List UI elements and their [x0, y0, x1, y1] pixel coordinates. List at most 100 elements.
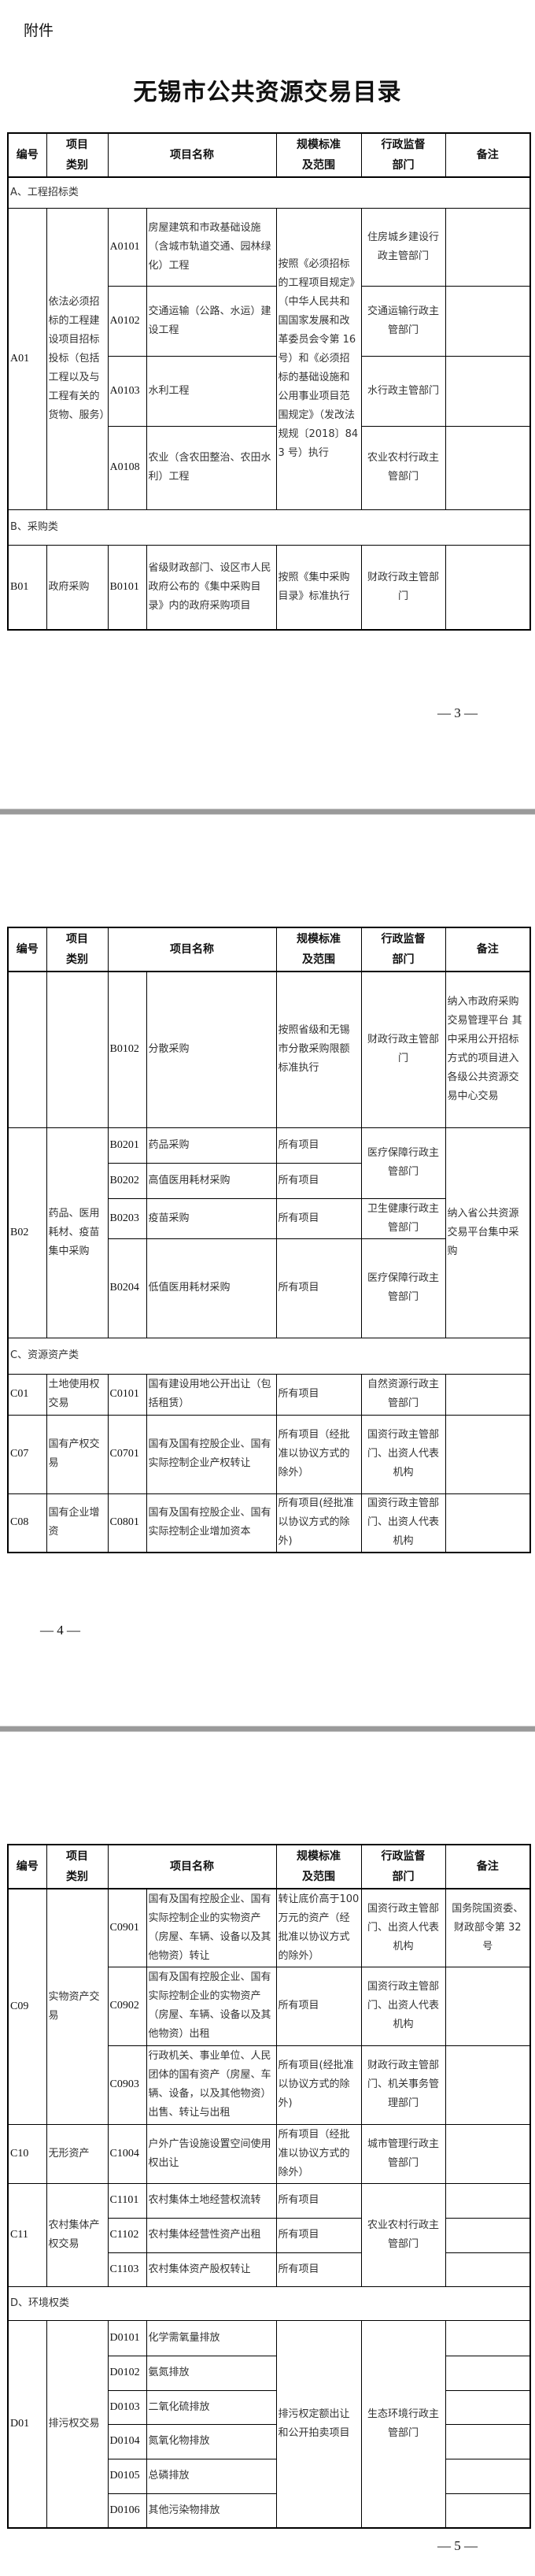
item-remark [445, 2182, 531, 2219]
item-scale: 所有项目(经批准以协议方式的除外) [275, 1493, 362, 1553]
item-scale: 排污权定额出让和公开拍卖项目 [275, 2319, 362, 2529]
item-scale: 所有项目 [275, 2217, 362, 2253]
item-code: B0202 [107, 1162, 147, 1199]
group-code: C01 [7, 1373, 47, 1416]
header-category: 项目类别 [65, 933, 88, 966]
item-dept: 卫生健康行政主管部门 [360, 1197, 446, 1239]
group-category: 排污权交易 [46, 2319, 109, 2529]
item-scale: 所有项目 [275, 1162, 362, 1199]
item-remark [445, 2217, 531, 2253]
page-number: — 5 — [437, 2538, 478, 2553]
table-row: D0102 氨氮排放 [8, 2355, 531, 2391]
group-category: 实物资产交易 [46, 1888, 109, 2125]
page-number: — 4 — [40, 1623, 80, 1638]
header-category: 项目类别 [65, 1850, 88, 1883]
table-row: C10 无形资产 C1004 户外广告设施设置空间使用权出让 所有项目（经批准以… [7, 2123, 531, 2184]
item-scale: 所有项目(经批准以协议方式的除外) [275, 2045, 362, 2125]
header-name: 项目名称 [107, 132, 277, 178]
item-name: 国有及国有控股企业、国有实际控制企业的实物资产（房屋、车辆、设备以及其他物资）出… [146, 1966, 277, 2046]
page-number: — 3 — [437, 705, 478, 720]
catalog-table-page-4: 编号 项目类别 项目名称 规模标准及范围 行政监督部门 备注 B0102 分散采… [7, 927, 531, 1553]
item-remark [445, 2389, 531, 2425]
item-dept: 国资行政主管部门、出资人代表机构 [360, 1493, 446, 1553]
group-code [7, 971, 47, 1128]
item-code: B0101 [107, 544, 147, 631]
item-dept: 农业农村行政主管部门 [360, 2182, 446, 2287]
header-scale: 规模标准及范围 [296, 1850, 341, 1883]
section-heading: C、资源资产类 [7, 1337, 531, 1375]
group-code: C11 [7, 2182, 47, 2287]
item-name: 其他污染物排放 [146, 2493, 277, 2529]
item-code: C1103 [107, 2252, 147, 2287]
item-code: B0203 [107, 1197, 147, 1239]
table-row: B01 政府采购 B0101 省级财政部门、设区市人民政府公布的《集中采购目录》… [7, 544, 531, 631]
item-remark [445, 425, 531, 510]
table-row: C08 国有企业增资 C0801 国有及国有控股企业、国有实际控制企业增加资本 … [7, 1493, 531, 1553]
item-name: 国有及国有控股企业、国有实际控制企业产权转让 [146, 1414, 277, 1494]
table-row: B0204 低值医用耗材采购 所有项目 医疗保障行政主管部门 [8, 1238, 530, 1338]
table-row: D0106 其他污染物排放 [8, 2493, 531, 2529]
table-row: C09 实物资产交易 C0901 国有及国有控股企业、国有实际控制企业的实物资产… [7, 1888, 531, 2125]
item-dept: 水行政主管部门 [360, 355, 446, 427]
item-code: C1004 [107, 2123, 147, 2184]
item-name: 总磷排放 [146, 2458, 277, 2494]
item-code: B0102 [107, 971, 147, 1128]
item-code: C0801 [107, 1493, 147, 1553]
item-scale: 所有项目 [275, 1238, 362, 1338]
item-dept: 国资行政主管部门、出资人代表机构 [360, 1966, 446, 2046]
group-code: B01 [7, 544, 47, 631]
table-row: B0203 疫苗采购 所有项目 卫生健康行政主管部门 [8, 1197, 530, 1239]
item-scale: 所有项目（经批准以协议方式的除外） [275, 1414, 362, 1494]
item-remark: 纳入市政府采购交易管理平台 其中采用公开招标方式的项目进入各级公共资源交易中心交… [445, 971, 531, 1128]
header-code: 编号 [7, 132, 47, 178]
item-code: B0201 [107, 1127, 147, 1164]
item-code: C1102 [107, 2217, 147, 2253]
group-category: 无形资产 [46, 2123, 109, 2184]
table-row: D0105 总磷排放 [8, 2458, 531, 2494]
item-remark [445, 285, 531, 357]
item-name: 分散采购 [146, 971, 277, 1128]
group-category: 依法必须招标的工程建设项目招标投标（包括工程以及与工程有关的货物、服务） [46, 207, 109, 510]
item-name: 国有建设用地公开出让（包括租赁） [146, 1373, 277, 1416]
item-code: C0701 [107, 1414, 147, 1494]
item-name: 行政机关、事业单位、人民团体的国有资产（房屋、车辆、设备，以及其他物资）出售、转… [146, 2045, 277, 2125]
item-remark [445, 2423, 531, 2459]
group-code: C10 [7, 2123, 47, 2184]
item-remark [445, 1493, 531, 1553]
item-name: 氮氧化物排放 [146, 2423, 277, 2459]
item-name: 省级财政部门、设区市人民政府公布的《集中采购目录》内的政府采购项目 [146, 544, 277, 631]
section-heading: D、环境权类 [7, 2285, 531, 2321]
item-name: 低值医用耗材采购 [146, 1238, 277, 1338]
item-remark [445, 1373, 531, 1416]
item-dept: 城市管理行政主管部门 [360, 2123, 446, 2184]
header-dept: 行政监督部门 [381, 139, 426, 172]
item-code: D0103 [107, 2389, 147, 2425]
group-code: C09 [7, 1888, 47, 2125]
item-dept: 医疗保障行政主管部门 [360, 1238, 446, 1338]
item-name: 化学需氧量排放 [146, 2319, 277, 2356]
header-code: 编号 [7, 927, 47, 972]
item-scale: 所有项目（经批准以协议方式的除外） [275, 2123, 362, 2184]
item-scale: 按照《集中采购目录》标准执行 [275, 544, 362, 631]
table-row: A01 依法必须招标的工程建设项目招标投标（包括工程以及与工程有关的货物、服务）… [7, 207, 531, 510]
item-dept: 国资行政主管部门、出资人代表机构 [360, 1888, 446, 1967]
item-scale: 所有项目 [275, 2252, 362, 2287]
item-code: C0101 [107, 1373, 147, 1416]
catalog-table-page-3: 编号 项目类别 项目名称 规模标准及范围 行政监督部门 备注 A、工程招标类 A… [7, 132, 531, 631]
item-remark [445, 2319, 531, 2356]
item-code: C0901 [107, 1888, 147, 1967]
item-code: D0102 [107, 2355, 147, 2391]
header-scale: 规模标准及范围 [296, 139, 341, 172]
header-remark: 备注 [445, 1844, 531, 1889]
item-name: 房屋建筑和市政基础设施（含城市轨道交通、园林绿化）工程 [146, 207, 277, 287]
item-remark [445, 1414, 531, 1494]
item-dept: 生态环境行政主管部门 [360, 2319, 446, 2529]
table-row: C0902 国有及国有控股企业、国有实际控制企业的实物资产（房屋、车辆、设备以及… [8, 1966, 531, 2046]
group-code: C08 [7, 1493, 47, 1553]
item-name: 农村集体土地经营权流转 [146, 2182, 277, 2219]
item-remark [445, 1966, 531, 2046]
item-name: 交通运输（公路、水运）建设工程 [146, 285, 277, 357]
item-scale: 所有项目 [275, 1373, 362, 1416]
item-name: 户外广告设施设置空间使用权出让 [146, 2123, 277, 2184]
item-code: D0106 [107, 2493, 147, 2529]
